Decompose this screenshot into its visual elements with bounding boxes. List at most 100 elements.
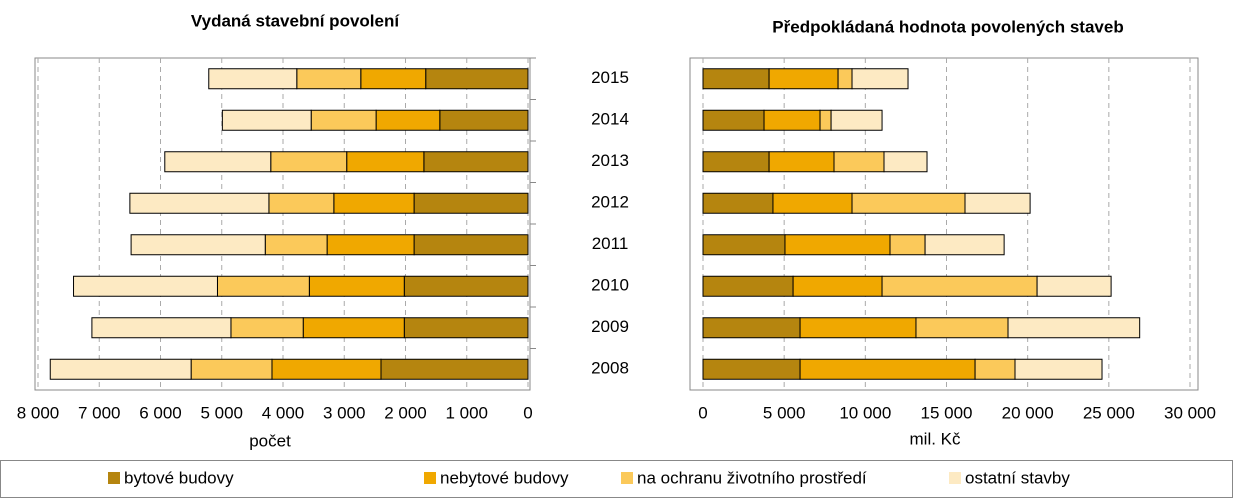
- bar-segment: [129, 192, 270, 214]
- bar-segment: [73, 275, 218, 297]
- bar-segment: [889, 234, 926, 256]
- bar-segment: [702, 109, 765, 131]
- bar-segment: [403, 317, 529, 339]
- x-tick-label: 5 000: [200, 403, 243, 422]
- bar-segment: [413, 234, 529, 256]
- y-tick-label: 2012: [591, 193, 629, 212]
- bar-segment: [270, 151, 348, 173]
- bar-segment: [1007, 317, 1141, 339]
- bar-segment: [924, 234, 1005, 256]
- bar-segment: [230, 317, 304, 339]
- bar-segment: [425, 68, 529, 90]
- axis-title: mil. Kč: [910, 429, 962, 448]
- bar-segment: [413, 192, 529, 214]
- legend-label: ostatní stavby: [965, 468, 1070, 487]
- bar-segment: [702, 275, 794, 297]
- bar-segment: [49, 358, 192, 380]
- bar-segment: [851, 192, 966, 214]
- bar-segment: [164, 151, 272, 173]
- y-tick-label: 2014: [591, 110, 629, 129]
- x-tick-label: 10 000: [839, 403, 891, 422]
- bar-segment: [310, 109, 377, 131]
- legend-swatch: [621, 472, 633, 484]
- bar-segment: [333, 192, 415, 214]
- bar-segment: [221, 109, 312, 131]
- bar-segment: [881, 275, 1038, 297]
- chart-title: Vydaná stavební povolení: [191, 11, 400, 30]
- bar-segment: [1014, 358, 1103, 380]
- legend-label: bytové budovy: [124, 468, 234, 487]
- bar-segment: [380, 358, 529, 380]
- bar-segment: [302, 317, 405, 339]
- bar-segment: [772, 192, 853, 214]
- bar-segment: [702, 317, 801, 339]
- bar-segment: [851, 68, 909, 90]
- x-tick-label: 3 000: [323, 403, 366, 422]
- plot-frame: [689, 57, 1199, 391]
- bar-segment: [130, 234, 266, 256]
- bar-segment: [768, 151, 835, 173]
- legend-swatch: [949, 472, 961, 484]
- x-tick-label: 20 000: [1002, 403, 1054, 422]
- x-tick-label: 0: [698, 403, 707, 422]
- bar-segment: [974, 358, 1016, 380]
- bar-segment: [375, 109, 441, 131]
- bar-segment: [799, 317, 917, 339]
- y-tick-label: 2010: [591, 276, 629, 295]
- bar-segment: [964, 192, 1031, 214]
- x-tick-label: 30 000: [1164, 403, 1216, 422]
- bar-segment: [784, 234, 891, 256]
- bar-segment: [763, 109, 821, 131]
- bar-segment: [308, 275, 405, 297]
- bar-segment: [915, 317, 1009, 339]
- x-tick-label: 0: [523, 403, 532, 422]
- bar-segment: [264, 234, 328, 256]
- y-tick-label: 2011: [592, 234, 629, 253]
- bar-segment: [1036, 275, 1112, 297]
- x-tick-label: 8 000: [17, 403, 60, 422]
- x-tick-label: 6 000: [139, 403, 182, 422]
- bar-segment: [702, 192, 774, 214]
- bar-segment: [702, 68, 770, 90]
- x-tick-label: 15 000: [921, 403, 973, 422]
- bar-segment: [326, 234, 415, 256]
- bar-segment: [883, 151, 928, 173]
- bar-segment: [403, 275, 529, 297]
- legend-swatch: [424, 472, 436, 484]
- y-tick-label: 2013: [591, 151, 629, 170]
- x-tick-label: 5 000: [763, 403, 806, 422]
- legend-label: na ochranu životního prostředí: [637, 468, 867, 487]
- x-tick-label: 1 000: [445, 403, 488, 422]
- x-tick-label: 7 000: [78, 403, 121, 422]
- x-tick-label: 4 000: [262, 403, 305, 422]
- bar-segment: [799, 358, 976, 380]
- bar-segment: [702, 151, 770, 173]
- bar-segment: [271, 358, 382, 380]
- bar-segment: [837, 68, 853, 90]
- bar-segment: [91, 317, 232, 339]
- chart-title: Předpokládaná hodnota povolených staveb: [772, 17, 1123, 36]
- bar-segment: [216, 275, 310, 297]
- bar-segment: [830, 109, 883, 131]
- x-tick-label: 25 000: [1083, 403, 1135, 422]
- y-tick-label: 2009: [591, 317, 629, 336]
- bar-segment: [360, 68, 427, 90]
- legend-swatch: [108, 472, 120, 484]
- bar-segment: [439, 109, 529, 131]
- bar-segment: [296, 68, 362, 90]
- bar-segment: [768, 68, 839, 90]
- bar-segment: [702, 358, 801, 380]
- bar-segment: [208, 68, 298, 90]
- y-tick-label: 2015: [591, 68, 629, 87]
- bar-segment: [423, 151, 529, 173]
- axis-title: počet: [249, 431, 291, 450]
- legend-label: nebytové budovy: [440, 468, 569, 487]
- bar-segment: [190, 358, 273, 380]
- bar-segment: [346, 151, 425, 173]
- bar-segment: [702, 234, 786, 256]
- bar-segment: [792, 275, 883, 297]
- bar-segment: [819, 109, 832, 131]
- bar-segment: [268, 192, 335, 214]
- x-tick-label: 2 000: [384, 403, 427, 422]
